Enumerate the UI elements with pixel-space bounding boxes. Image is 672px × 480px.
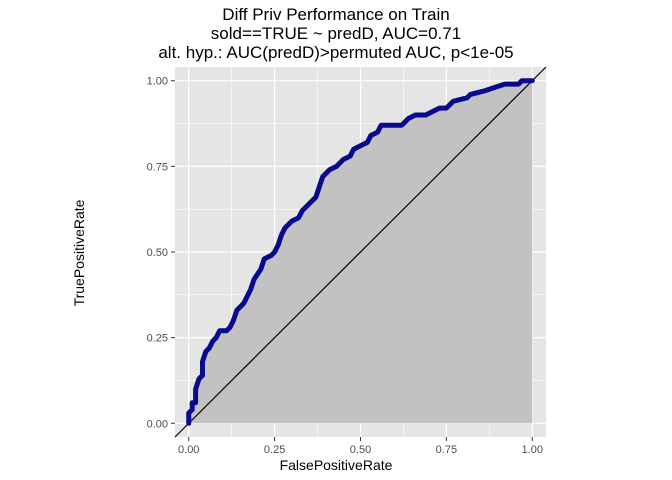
x-axis-title: FalsePositiveRate (279, 457, 393, 473)
y-tick-label: 0.75 (147, 161, 168, 173)
chart-title-line-2: sold==TRUE ~ predD, AUC=0.71 (210, 24, 462, 43)
x-tick-label: 0.25 (264, 444, 285, 456)
chart-title-line-1: Diff Priv Performance on Train (222, 5, 450, 24)
x-tick-label: 0.75 (436, 444, 457, 456)
y-tick-label: 1.00 (147, 76, 168, 88)
chart-title-line-3: alt. hyp.: AUC(predD)>permuted AUC, p<1e… (158, 43, 514, 62)
y-axis-ticks: 0.00 0.25 0.50 0.75 1.00 (147, 76, 175, 430)
x-axis-ticks: 0.00 0.25 0.50 0.75 1.00 (178, 437, 543, 456)
roc-curve (186, 78, 535, 426)
x-tick-label: 0.50 (350, 444, 371, 456)
y-tick-label: 0.50 (147, 247, 168, 259)
x-tick-label: 1.00 (522, 444, 543, 456)
diagonal-reference-line (174, 66, 547, 438)
y-axis-title: TruePositiveRate (71, 199, 87, 307)
y-tick-label: 0.25 (147, 333, 168, 345)
x-tick-label: 0.00 (178, 444, 199, 456)
y-tick-label: 0.00 (147, 418, 168, 430)
